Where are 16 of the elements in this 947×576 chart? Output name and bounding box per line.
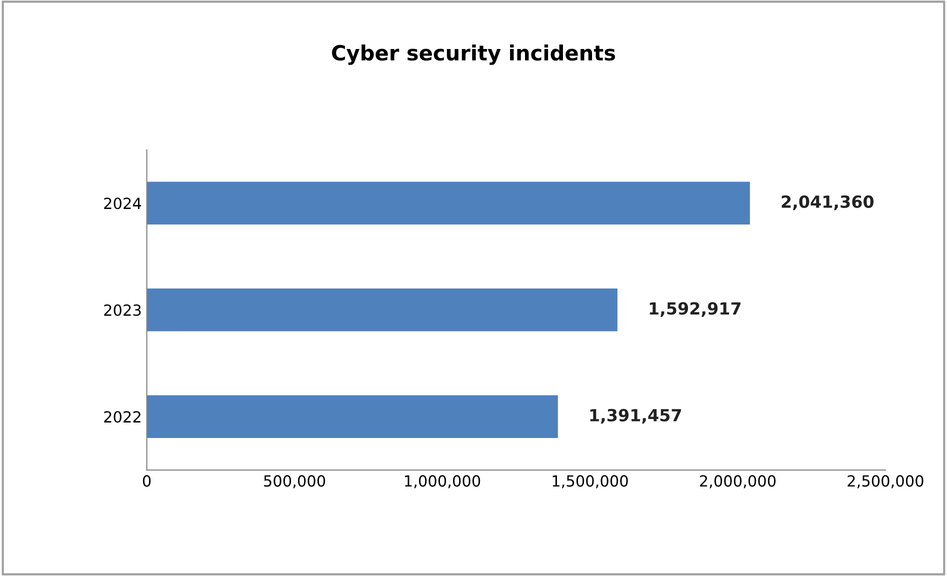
x-tick-label: 500,000 <box>264 475 326 488</box>
data-label: 1,391,457 <box>590 408 681 424</box>
x-tick-label: 0 <box>142 475 151 487</box>
bar <box>146 182 750 224</box>
bar <box>146 395 558 438</box>
data-label: 2,041,360 <box>782 195 874 210</box>
y-tick-label: 2022 <box>104 411 140 423</box>
x-tick-label: 1,500,000 <box>552 475 628 488</box>
y-tick-label: 2024 <box>104 198 142 210</box>
x-tick-label: 2,500,000 <box>848 475 924 488</box>
x-tick-label: 2,000,000 <box>700 475 776 488</box>
data-label: 1,592,917 <box>650 302 741 317</box>
bar <box>146 288 618 332</box>
chart-title: Cyber security incidents <box>332 44 616 65</box>
x-tick-label: 1,000,000 <box>405 475 480 488</box>
y-tick-label: 2023 <box>104 304 141 316</box>
